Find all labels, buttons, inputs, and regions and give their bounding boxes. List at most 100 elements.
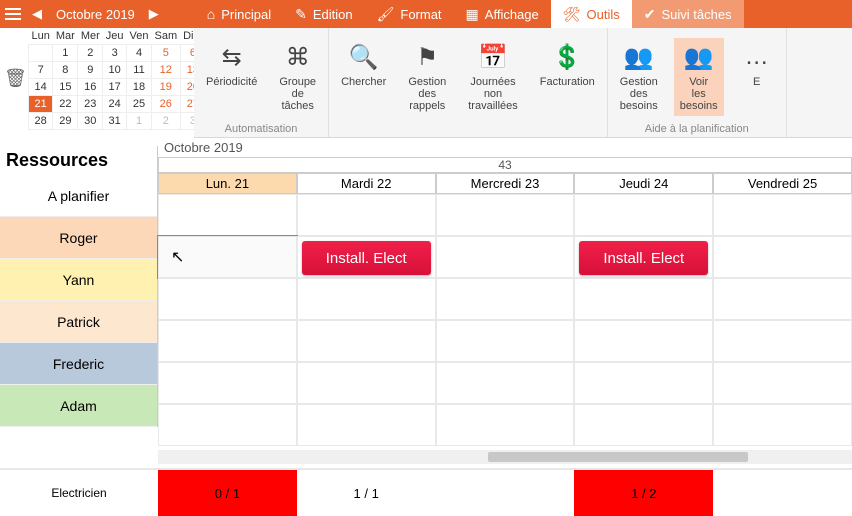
- ribbon-groupe-de-t-ches[interactable]: ⌘Groupedetâches: [273, 38, 322, 116]
- days-header: Lun. 21Mardi 22Mercredi 23Jeudi 24Vendre…: [158, 173, 852, 194]
- cal-day[interactable]: 17: [103, 79, 127, 96]
- cal-day[interactable]: 24: [103, 96, 127, 113]
- grid-cell[interactable]: [297, 404, 436, 446]
- resources-panel: Ressources A planifierRogerYannPatrickFr…: [0, 146, 158, 427]
- grid-cell[interactable]: [158, 320, 297, 362]
- cal-day[interactable]: 2: [151, 113, 180, 130]
- mini-calendar[interactable]: LunMarMerJeuVenSamDim1234567891011121314…: [28, 28, 206, 130]
- menu-burger[interactable]: [0, 0, 26, 28]
- cal-day[interactable]: 11: [127, 62, 152, 79]
- tab-principal[interactable]: ⌂Principal: [195, 0, 283, 28]
- cal-day[interactable]: 21: [29, 96, 53, 113]
- next-month[interactable]: ▶: [143, 0, 165, 28]
- grid-cell[interactable]: [713, 362, 852, 404]
- tab-format[interactable]: 🖌Format: [365, 0, 454, 28]
- day-header[interactable]: Vendredi 25: [713, 173, 852, 194]
- grid-cell[interactable]: [713, 278, 852, 320]
- cal-day[interactable]: 1: [127, 113, 152, 130]
- grid-cell[interactable]: [297, 362, 436, 404]
- grid-cell[interactable]: [713, 236, 852, 278]
- cal-day[interactable]: 15: [53, 79, 78, 96]
- grid-cell[interactable]: [713, 194, 852, 236]
- period-label: Octobre 2019: [158, 138, 852, 157]
- month-label: Octobre 2019: [48, 0, 143, 28]
- cal-day[interactable]: 31: [103, 113, 127, 130]
- day-header[interactable]: Mercredi 23: [436, 173, 575, 194]
- cal-day[interactable]: 1: [53, 45, 78, 62]
- grid-cell[interactable]: [574, 404, 713, 446]
- capacity-cell: [436, 470, 575, 516]
- tab-outils[interactable]: 🛠Outils: [551, 0, 632, 28]
- cal-day[interactable]: [29, 45, 53, 62]
- ribbon-gestion-des-besoins[interactable]: 👥Gestiondesbesoins: [614, 38, 664, 116]
- prev-month[interactable]: ◀: [26, 0, 48, 28]
- cal-day[interactable]: 3: [103, 45, 127, 62]
- cal-day[interactable]: 2: [78, 45, 103, 62]
- grid-cell[interactable]: [713, 404, 852, 446]
- tab-affichage[interactable]: ▦Affichage: [454, 0, 551, 28]
- task[interactable]: Install. Elect: [302, 241, 431, 275]
- ribbon-voir-les-besoins[interactable]: 👥Voirlesbesoins: [674, 38, 724, 116]
- grid-cell[interactable]: [297, 278, 436, 320]
- cal-day[interactable]: 10: [103, 62, 127, 79]
- ribbon-tabs: ⌂Principal✎Edition🖌Format▦Affichage🛠Outi…: [195, 0, 744, 28]
- ribbon-p-riodicit-[interactable]: ⇆Périodicité: [200, 38, 263, 92]
- day-header[interactable]: Jeudi 24: [574, 173, 713, 194]
- grid-cell[interactable]: [158, 362, 297, 404]
- cal-day[interactable]: 26: [151, 96, 180, 113]
- cal-day[interactable]: 23: [78, 96, 103, 113]
- grid-cell[interactable]: [713, 320, 852, 362]
- day-header[interactable]: Mardi 22: [297, 173, 436, 194]
- cal-day[interactable]: 4: [127, 45, 152, 62]
- grid-cell[interactable]: [574, 320, 713, 362]
- resource-a-planifier[interactable]: A planifier: [0, 175, 157, 217]
- tab-suivi-tâches[interactable]: ✔Suivi tâches: [632, 0, 744, 28]
- resource-frederic[interactable]: Frederic: [0, 343, 157, 385]
- day-header[interactable]: Lun. 21: [158, 173, 297, 194]
- cal-day[interactable]: 14: [29, 79, 53, 96]
- cal-day[interactable]: 18: [127, 79, 152, 96]
- grid-cell[interactable]: [436, 194, 575, 236]
- cal-day[interactable]: 8: [53, 62, 78, 79]
- horizontal-scrollbar[interactable]: [158, 450, 852, 464]
- grid-cell[interactable]: [158, 278, 297, 320]
- cal-day[interactable]: 12: [151, 62, 180, 79]
- ribbon-journ-es-non-travaill-es[interactable]: 📅Journéesnontravaillées: [462, 38, 524, 116]
- resource-yann[interactable]: Yann: [0, 259, 157, 301]
- ribbon-gestion-des-rappels[interactable]: ⚑Gestiondesrappels: [402, 38, 452, 116]
- grid-cell[interactable]: [297, 320, 436, 362]
- grid-cell[interactable]: [436, 362, 575, 404]
- task[interactable]: Install. Elect: [579, 241, 708, 275]
- cal-day[interactable]: 7: [29, 62, 53, 79]
- cal-day[interactable]: 22: [53, 96, 78, 113]
- grid-cell[interactable]: [436, 278, 575, 320]
- cal-day[interactable]: 5: [151, 45, 180, 62]
- cal-day[interactable]: 28: [29, 113, 53, 130]
- ribbon-facturation[interactable]: 💲Facturation: [534, 38, 601, 92]
- grid-cell[interactable]: Install. Elect: [297, 236, 436, 278]
- grid-cell[interactable]: ↖: [158, 236, 297, 278]
- grid-cell[interactable]: [158, 404, 297, 446]
- cal-day[interactable]: 30: [78, 113, 103, 130]
- grid-cell[interactable]: [436, 236, 575, 278]
- grid-cell[interactable]: [574, 194, 713, 236]
- resource-roger[interactable]: Roger: [0, 217, 157, 259]
- grid-cell[interactable]: [297, 194, 436, 236]
- grid-cell[interactable]: [158, 194, 297, 236]
- cal-day[interactable]: 29: [53, 113, 78, 130]
- grid-cell[interactable]: [436, 404, 575, 446]
- trash-icon[interactable]: 🗑: [4, 68, 27, 89]
- ribbon-chercher[interactable]: 🔍Chercher: [335, 38, 392, 92]
- cal-day[interactable]: 19: [151, 79, 180, 96]
- resource-adam[interactable]: Adam: [0, 385, 157, 427]
- cal-day[interactable]: 16: [78, 79, 103, 96]
- ribbon-e[interactable]: …E: [734, 38, 780, 92]
- resource-patrick[interactable]: Patrick: [0, 301, 157, 343]
- grid-cell[interactable]: [574, 362, 713, 404]
- tab-edition[interactable]: ✎Edition: [283, 0, 364, 28]
- grid-cell[interactable]: Install. Elect: [574, 236, 713, 278]
- cal-day[interactable]: 25: [127, 96, 152, 113]
- cal-day[interactable]: 9: [78, 62, 103, 79]
- grid-cell[interactable]: [574, 278, 713, 320]
- grid-cell[interactable]: [436, 320, 575, 362]
